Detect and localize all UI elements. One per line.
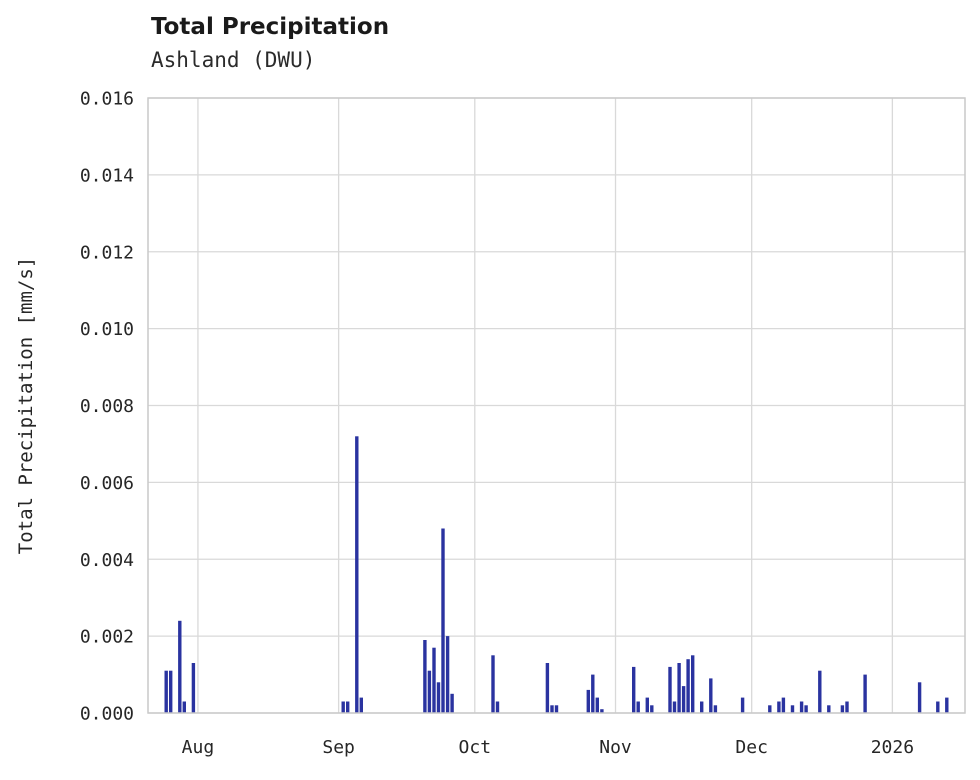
y-tick-label: 0.014 bbox=[80, 165, 134, 186]
precip-bar bbox=[936, 701, 940, 713]
precip-bar bbox=[182, 701, 186, 713]
x-tick-label: 2026 bbox=[871, 737, 914, 758]
chart-subtitle: Ashland (DWU) bbox=[151, 48, 316, 72]
precip-bar bbox=[691, 655, 695, 713]
precip-bar bbox=[781, 697, 786, 713]
precip-bar bbox=[491, 655, 495, 713]
precip-bar bbox=[799, 701, 804, 713]
precip-bar bbox=[677, 663, 681, 713]
precip-bar bbox=[341, 701, 345, 713]
x-tick-label: Oct bbox=[459, 737, 492, 758]
y-tick-label: 0.012 bbox=[80, 242, 134, 263]
precip-bar bbox=[740, 697, 745, 713]
y-tick-label: 0.004 bbox=[80, 550, 134, 571]
precip-bar bbox=[700, 701, 704, 713]
precip-bar bbox=[346, 701, 350, 713]
precip-bar bbox=[713, 705, 718, 713]
precip-bar bbox=[632, 666, 636, 713]
precip-bar bbox=[645, 697, 649, 713]
precip-bar bbox=[191, 663, 196, 713]
precip-bar bbox=[178, 620, 182, 714]
precip-bar bbox=[672, 701, 677, 713]
y-tick-label: 0.002 bbox=[80, 627, 134, 648]
precip-bar bbox=[595, 697, 599, 713]
precip-bar bbox=[550, 705, 554, 713]
precip-bar bbox=[600, 709, 604, 713]
precip-bar bbox=[169, 670, 173, 713]
precip-bar bbox=[945, 697, 949, 713]
precip-bar bbox=[790, 705, 795, 713]
precip-bar bbox=[432, 647, 436, 713]
precip-bar bbox=[554, 705, 559, 713]
precip-bar bbox=[668, 666, 672, 713]
precip-bar bbox=[423, 640, 427, 713]
precip-bar bbox=[450, 693, 454, 713]
precip-bar bbox=[359, 697, 363, 713]
precip-bar bbox=[445, 636, 450, 713]
precip-bar bbox=[804, 705, 808, 713]
x-tick-label: Dec bbox=[735, 737, 768, 758]
x-tick-label: Nov bbox=[599, 737, 632, 758]
precip-bar bbox=[650, 705, 654, 713]
precip-bar bbox=[777, 701, 781, 713]
plot-border bbox=[147, 97, 966, 714]
precip-bar bbox=[436, 682, 441, 714]
precip-bar bbox=[427, 670, 432, 713]
precip-bar bbox=[495, 701, 500, 713]
precip-bar bbox=[818, 670, 822, 713]
precip-bar bbox=[545, 663, 550, 713]
precip-bar bbox=[863, 674, 867, 713]
precip-bar bbox=[355, 436, 359, 714]
y-tick-label: 0.006 bbox=[80, 473, 134, 494]
y-tick-label: 0.010 bbox=[80, 319, 134, 340]
precip-bar bbox=[917, 682, 922, 714]
precip-bar bbox=[681, 686, 686, 713]
precip-bar bbox=[636, 701, 640, 713]
chart-title: Total Precipitation bbox=[151, 14, 390, 40]
y-axis-label: Total Precipitation [mm/s] bbox=[15, 257, 37, 554]
x-tick-label: Sep bbox=[322, 737, 355, 758]
y-tick-label: 0.000 bbox=[80, 704, 134, 725]
precip-bar bbox=[845, 701, 849, 713]
precip-bar bbox=[591, 674, 595, 713]
x-tick-label: Aug bbox=[182, 737, 215, 758]
y-tick-label: 0.008 bbox=[80, 396, 134, 417]
precip-bar bbox=[840, 705, 845, 713]
precip-bar bbox=[164, 670, 168, 713]
precip-bar bbox=[709, 678, 713, 713]
precip-bar bbox=[441, 528, 445, 713]
precip-bar bbox=[686, 659, 690, 713]
precip-bar bbox=[768, 705, 772, 713]
precip-bar bbox=[827, 705, 831, 713]
precip-bar bbox=[586, 689, 590, 713]
y-tick-label: 0.016 bbox=[80, 89, 134, 110]
